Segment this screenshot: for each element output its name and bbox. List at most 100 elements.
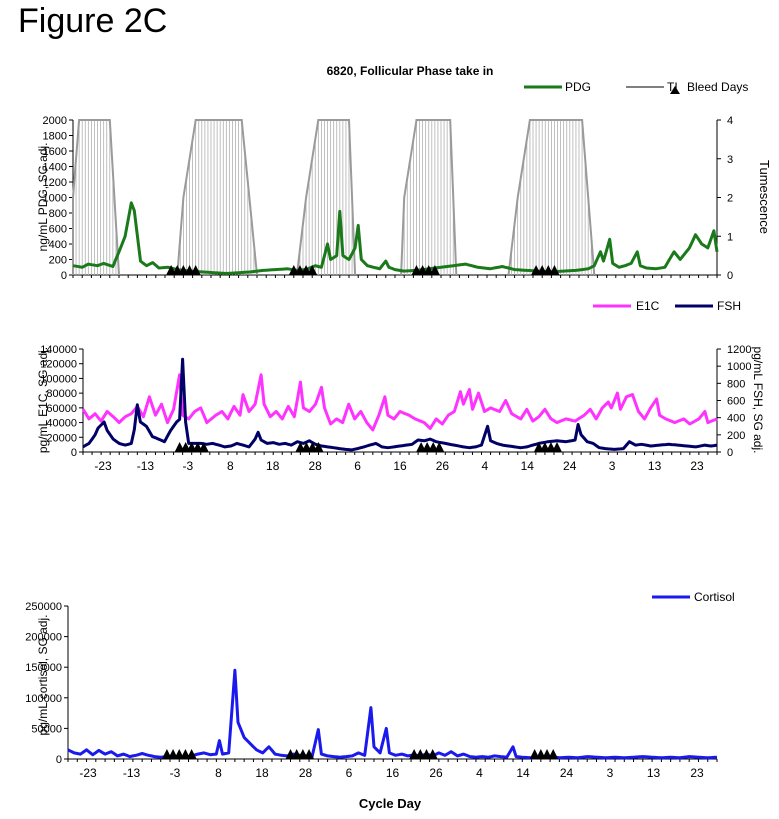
chart-2-x-tick-label: 18	[266, 459, 280, 473]
chart-2-x-tick-label: 16	[393, 459, 407, 473]
chart-1-y2-axis-label: Tumescence	[757, 160, 772, 234]
chart-1-y-tick-label: 1000	[43, 193, 67, 205]
chart-1-y-tick-label: 1600	[43, 146, 67, 158]
chart-1-y-tick-label: 2000	[43, 115, 67, 127]
ti-series-line	[507, 119, 596, 276]
legend-bleed-swatch	[670, 86, 680, 94]
chart-2-x-tick-label: 14	[521, 459, 535, 473]
bleed-day-marker	[549, 265, 560, 275]
chart-3-y-tick-label: 50000	[31, 723, 62, 735]
chart-1-y-tick-label: 0	[61, 270, 67, 282]
bleed-day-marker	[198, 442, 209, 452]
chart-2-x-tick-label: 3	[609, 459, 616, 473]
pdg-series-line	[72, 201, 719, 275]
chart-2-y-tick-label: 0	[71, 447, 77, 459]
ti-series-line	[400, 119, 458, 276]
chart-3-x-tick-label: -3	[170, 766, 181, 780]
chart-2-y-tick-label: 100000	[40, 373, 77, 385]
chart-3-y-tick-label: 250000	[25, 601, 62, 613]
chart-3-x-tick-label: 8	[215, 766, 222, 780]
chart-2-x-tick-label: -3	[183, 459, 194, 473]
chart-3-y-tick-label: 0	[56, 754, 62, 766]
bleed-day-marker	[427, 749, 438, 759]
chart-1-y2-tick-label: 1	[727, 231, 733, 243]
chart-1-y-tick-label: 600	[49, 224, 67, 236]
chart-3-x-tick-label: 18	[255, 766, 269, 780]
chart-2-x-tick-label: 24	[563, 459, 577, 473]
bleed-day-marker	[304, 749, 315, 759]
legend-bleed-label: Bleed Days	[687, 80, 748, 94]
chart-2-y-tick-label: 20000	[46, 432, 77, 444]
chart-3-x-tick-label: 3	[607, 766, 614, 780]
chart-2-y-axis-label: pg/mL E1C, SG adj.	[36, 347, 50, 453]
chart-2-y-tick-label: 60000	[46, 403, 77, 415]
chart-3-y-axis-label: pg/mL cortisol, SG adj.	[36, 615, 50, 736]
chart-3-x-tick-label: 4	[476, 766, 483, 780]
chart-2-y-tick-label: 140000	[40, 344, 77, 356]
chart-3-y-tick-label: 150000	[25, 662, 62, 674]
chart-2-y2-tick-label: 600	[727, 396, 745, 408]
bleed-day-marker	[429, 265, 440, 275]
chart-2-x-tick-label: -13	[137, 459, 155, 473]
chart-1-y-tick-label: 1800	[43, 131, 67, 143]
chart-3-y-tick-label: 200000	[25, 632, 62, 644]
chart-1-y2-tick-label: 4	[727, 115, 733, 127]
chart-1-y2-tick-label: 3	[727, 154, 733, 166]
chart-2-y-tick-label: 120000	[40, 359, 77, 371]
chart-3-x-tick-label: 28	[299, 766, 313, 780]
chart-2-y2-tick-label: 400	[727, 413, 745, 425]
chart-2-y2-tick-label: 800	[727, 378, 745, 390]
fsh-series-line	[82, 357, 718, 452]
chart-3-x-tick-label: -23	[79, 766, 97, 780]
legend-pdg-label: PDG	[565, 80, 591, 94]
chart-2-x-tick-label: 28	[308, 459, 322, 473]
chart-3-x-tick-label: 13	[647, 766, 661, 780]
chart-2-x-tick-label: 26	[436, 459, 450, 473]
chart-1-y2-tick-label: 0	[727, 270, 733, 282]
bleed-day-marker	[434, 442, 445, 452]
chart-1-y-tick-label: 800	[49, 208, 67, 220]
chart-2-x-tick-label: -23	[94, 459, 112, 473]
chart-3-x-tick-label: -13	[123, 766, 141, 780]
chart-3-x-tick-label: 6	[346, 766, 353, 780]
legend-cortisol-label: Cortisol	[694, 590, 735, 604]
chart-1-y-tick-label: 1200	[43, 177, 67, 189]
cortisol-series-line	[67, 668, 718, 760]
chart-2-x-tick-label: 13	[648, 459, 662, 473]
chart-2-x-tick-label: 8	[227, 459, 234, 473]
chart-2-x-tick-label: 23	[690, 459, 704, 473]
bleed-day-marker	[313, 442, 324, 452]
chart-3-x-tick-label: 26	[429, 766, 443, 780]
ti-series-line	[176, 119, 258, 276]
chart-1-title: 6820, Follicular Phase take in	[327, 64, 494, 78]
chart-2-y2-tick-label: 200	[727, 430, 745, 442]
chart-2-y-tick-label: 80000	[46, 388, 77, 400]
chart-1-y2-tick-label: 2	[727, 193, 733, 205]
chart-1-y-tick-label: 400	[49, 239, 67, 251]
chart-3-x-axis-label: Cycle Day	[359, 796, 422, 811]
chart-1-y-axis-label: ng/mL PDG, SG adj.	[36, 143, 50, 252]
legend-e1c-label: E1C	[636, 299, 660, 313]
figure-title: Figure 2C	[18, 2, 168, 40]
ti-series-line	[295, 119, 357, 276]
ti-series-line	[72, 119, 120, 276]
chart-2-x-tick-label: 4	[482, 459, 489, 473]
bleed-day-marker	[186, 749, 197, 759]
chart-2-y2-axis-label: pg/mL FSH, SG adj.	[751, 347, 765, 454]
chart-2-y-tick-label: 40000	[46, 418, 77, 430]
bleed-day-marker	[307, 265, 318, 275]
chart-2-y2-tick-label: 0	[727, 447, 733, 459]
chart-3-x-tick-label: 16	[386, 766, 400, 780]
e1c-series-line	[81, 373, 718, 432]
bleed-day-marker	[190, 265, 201, 275]
chart-3-y-tick-label: 100000	[25, 693, 62, 705]
chart-2-x-tick-label: 6	[354, 459, 361, 473]
chart-1-y-tick-label: 1400	[43, 162, 67, 174]
legend-fsh-label: FSH	[717, 299, 741, 313]
chart-2-y2-tick-label: 1000	[727, 361, 751, 373]
bleed-day-marker	[548, 749, 559, 759]
chart-3-x-tick-label: 23	[690, 766, 704, 780]
legend-ti-label: TI	[667, 80, 678, 94]
chart-3-x-tick-label: 24	[560, 766, 574, 780]
